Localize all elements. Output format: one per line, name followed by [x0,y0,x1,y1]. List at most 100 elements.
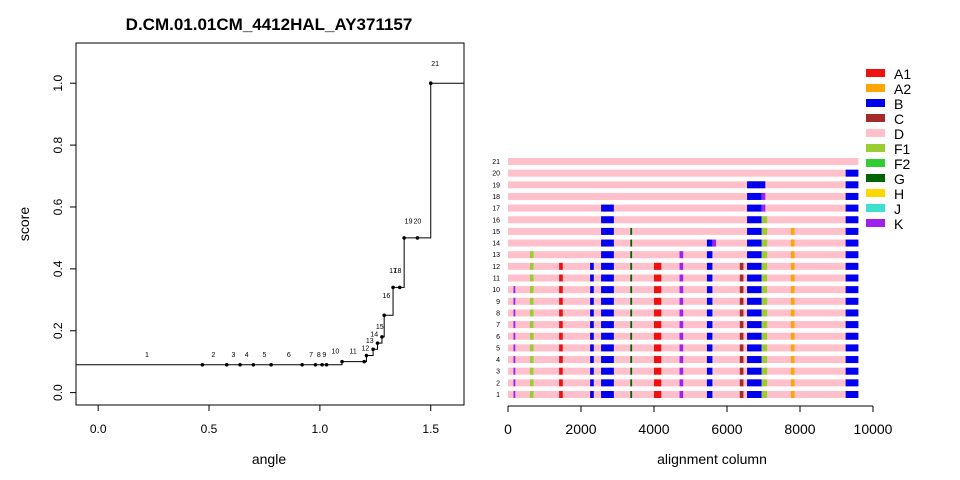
row-5-segment-B [590,344,594,352]
row-8-segment-A1 [654,309,662,317]
row-label-21: 21 [492,159,500,166]
row-12-segment-G [630,262,633,270]
row-5-segment-K [679,344,684,352]
step-points [200,81,433,367]
row-2-segment-B [601,379,614,387]
row-14-segment-B [601,239,614,247]
row-13-segment-K [679,251,684,259]
point-label-13: 13 [366,338,374,345]
legend-swatch-B [866,99,885,107]
row-11-segment-C [739,274,744,282]
row-13-segment-B [706,251,713,259]
row-label-11: 11 [493,276,500,283]
row-9-segment-B [845,297,859,305]
row-3-segment-C [739,367,744,375]
row-10-segment-B [590,286,594,294]
row-label-14: 14 [492,241,500,248]
point-17 [391,285,395,290]
legend-label-J: J [894,201,901,217]
x-tick-label: 1.5 [422,422,439,436]
row-2-segment-B [706,379,713,387]
row-6-segment-B [706,332,713,340]
row-3-segment-K [513,367,516,375]
legend-label-K: K [894,216,904,232]
y-tick-label: 0.6 [51,198,65,215]
row-3-segment-B [706,367,713,375]
row-2-segment-B [590,379,594,387]
point-10 [340,359,344,364]
row-11-segment-B [845,274,859,282]
row-9-segment-C [739,297,744,305]
row-6-segment-K [513,332,516,340]
legend-label-A1: A1 [894,66,911,82]
point-label-5: 5 [263,352,267,359]
point-label-21: 21 [431,61,439,68]
x-axis: 0.0 0.5 1.0 1.5 [90,405,439,436]
row-14-segment-F1 [761,239,768,247]
point-label-1: 1 [145,352,149,359]
row-9-segment-B [747,297,762,305]
row-5-segment-B [601,344,614,352]
row-label-17: 17 [492,206,500,213]
point-3 [238,362,242,367]
row-3-segment-A1 [559,367,563,375]
row-7-segment-K [513,321,516,329]
row-17-segment-B [845,204,859,212]
row-4-segment-F1 [761,356,768,364]
y-tick-label: 1.0 [51,75,65,92]
row-12-segment-B [590,262,594,270]
row-15-segment-B [747,227,762,235]
row-8-segment-F1 [761,309,768,317]
row-15-segment-G [630,227,633,235]
row-16 [508,216,859,224]
point-8 [320,362,324,367]
row-14-segment-B [706,239,713,247]
row-4-segment-G [630,356,633,364]
row-label-4: 4 [496,357,500,364]
row-7-segment-A2 [790,321,795,329]
row-11-segment-B [590,274,594,282]
score-plot-panel: D.CM.01.01CM_4412HAL_AY371157 0.0 0.5 1.0 1… [16,15,465,467]
row-18-segment-B [747,192,762,200]
point-21 [428,81,433,86]
legend-label-F1: F1 [894,141,911,157]
legend-swatch-K [866,219,885,227]
row-1-segment-B [601,391,614,398]
y-axis-label: score [16,207,32,241]
row-label-7: 7 [496,322,500,329]
row-12-segment-B [601,262,614,270]
y-tick-label: 0.4 [51,260,65,277]
row-5-segment-B [706,344,713,352]
row-label-18: 18 [492,194,500,201]
row-13-segment-A2 [790,251,795,259]
point-label-20: 20 [414,219,422,226]
row-label-3: 3 [496,369,500,376]
row-label-9: 9 [496,299,500,306]
row-15-segment-A2 [790,227,795,235]
point-label-10: 10 [332,349,340,356]
row-6-segment-F1 [529,332,534,340]
point-label-7: 7 [309,352,313,359]
row-1-segment-C [739,391,744,398]
legend-label-C: C [894,111,904,127]
row-10-segment-B [845,286,859,294]
row-11-segment-B [706,274,713,282]
row-3-segment-B [590,367,594,375]
row-9-segment-A2 [790,297,795,305]
row-label-13: 13 [492,252,500,259]
row-13-segment-B [747,251,762,259]
row-12-segment-A2 [790,262,795,270]
legend-label-G: G [894,171,905,187]
row-4-segment-B [601,356,614,364]
legend-swatch-F1 [866,144,885,152]
row-18 [508,192,859,200]
row-1-segment-A1 [654,391,662,398]
alignment-x-axis: 0 2000 4000 6000 8000 10000 [504,405,893,437]
row-1-segment-A1 [559,391,563,398]
row-label-12: 12 [492,264,500,271]
alignment-x-tick-label: 6000 [711,421,742,437]
legend-swatch-G [866,174,885,182]
row-4-segment-F1 [529,356,534,364]
